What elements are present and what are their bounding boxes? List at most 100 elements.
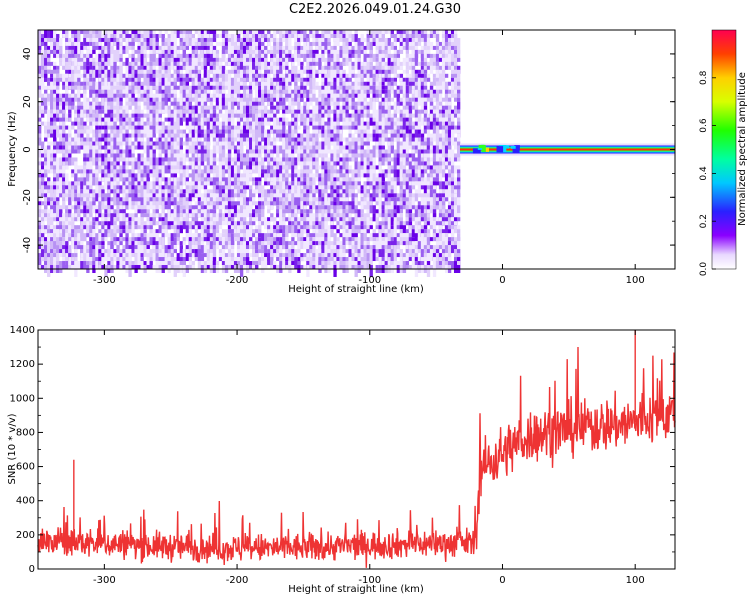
spectrogram-cell xyxy=(273,117,277,126)
spectrogram-cell xyxy=(152,65,156,70)
spectrogram-cell xyxy=(65,125,69,130)
spectrogram-cell xyxy=(206,89,211,94)
spectrogram-cell xyxy=(327,97,331,102)
spectrogram-cell xyxy=(50,109,54,114)
spectrogram-cell xyxy=(249,81,253,90)
spectrogram-cell xyxy=(197,117,202,126)
spectrogram-cell xyxy=(41,109,45,114)
spectrogram-cell xyxy=(245,109,250,114)
spectrogram-cell xyxy=(270,181,274,186)
spectrogram-cell xyxy=(143,193,147,198)
spectrogram-cell xyxy=(285,157,289,162)
spectrogram-cell xyxy=(125,69,129,74)
spectrogram-cell xyxy=(309,69,313,78)
spectrogram-cell xyxy=(50,153,54,162)
spectrogram-cell xyxy=(119,201,123,210)
spectrogram-cell xyxy=(285,201,289,210)
spectrogram-cell xyxy=(258,161,262,166)
spectrogram-cell xyxy=(47,121,51,134)
spectrogram-cell xyxy=(258,37,262,42)
spectrogram-cell xyxy=(218,121,223,126)
spectrogram-cell xyxy=(252,181,256,186)
spectrogram-cell xyxy=(125,73,129,78)
spectrogram-cell xyxy=(339,85,343,90)
spectrogram-cell xyxy=(176,45,180,54)
spectrogram-cell xyxy=(65,157,69,162)
spectrogram-cell xyxy=(270,169,274,174)
spectrogram-cell xyxy=(65,141,69,146)
spectrogram-cell xyxy=(71,217,75,222)
spectrogram-cell xyxy=(294,173,298,178)
spectrogram-cell xyxy=(38,45,42,54)
spectrogram-cell xyxy=(303,137,307,142)
spectrogram-cell xyxy=(206,261,211,266)
spectrogram-cell xyxy=(116,257,120,262)
spectrogram-cell xyxy=(327,69,331,82)
spectrogram-cell xyxy=(131,177,135,186)
spectrogram-cell xyxy=(194,30,199,34)
spectrogram-cell xyxy=(291,173,295,182)
spectrogram-cell xyxy=(74,33,78,38)
spectrogram-cell xyxy=(200,105,205,114)
spectrogram-cell xyxy=(161,41,165,46)
spectrogram-cell xyxy=(312,229,316,234)
spectrogram-cell xyxy=(92,101,96,110)
spectrogram-cell xyxy=(188,241,193,250)
spectrogram-cell xyxy=(164,229,168,234)
spectrogram-cell xyxy=(167,85,171,94)
spectrogram-cell xyxy=(185,253,190,262)
spectrogram-cell xyxy=(89,145,93,150)
spectrogram-cell xyxy=(218,257,223,262)
spectrogram-cell xyxy=(239,237,244,246)
spectrogram-cell xyxy=(158,45,162,54)
spectrogram-cell xyxy=(110,109,114,114)
spectrogram-cell xyxy=(80,181,84,190)
spectrogram-cell xyxy=(47,69,51,74)
spectrogram-cell xyxy=(53,225,57,230)
spectrogram-cell xyxy=(116,109,120,118)
spectrogram-cell xyxy=(86,117,90,122)
spectrogram-cell xyxy=(38,145,42,150)
spectrogram-cell xyxy=(59,165,63,174)
spectrogram-cell xyxy=(255,177,259,182)
spectrogram-cell xyxy=(300,185,304,190)
spectrogram-cell xyxy=(291,93,295,98)
spectrogram-cell xyxy=(68,229,72,234)
spectrogram-cell xyxy=(236,225,241,234)
spectrogram-cell xyxy=(327,141,331,146)
spectrogram-cell xyxy=(203,181,208,186)
spectrogram-cell xyxy=(233,129,238,138)
spectrogram-cell xyxy=(315,237,319,246)
spectrogram-cell xyxy=(38,69,42,74)
spectrogram-cell xyxy=(38,61,42,66)
spectrogram-cell xyxy=(339,165,343,170)
spectrogram-cell xyxy=(146,209,150,214)
spectrogram-cell xyxy=(206,33,211,38)
spectrogram-cell xyxy=(239,57,244,66)
spectrogram-cell xyxy=(137,85,141,94)
spectrogram-cell xyxy=(297,237,301,246)
spectrogram-cell xyxy=(146,265,150,269)
spectrogram-cell xyxy=(107,117,111,122)
spectrogram-cell xyxy=(312,113,316,118)
spectrogram-cell xyxy=(306,241,310,246)
spectrogram-cell xyxy=(149,73,153,86)
spectrogram-cell xyxy=(245,205,250,210)
spectrogram-cell xyxy=(324,137,328,142)
spectrogram-cell xyxy=(101,257,105,262)
spectrogram-cell xyxy=(206,213,211,218)
spectrogram-cell xyxy=(89,241,93,254)
spectrogram-cell xyxy=(137,265,141,269)
spectrogram-cell xyxy=(95,109,99,114)
spectrogram-cell xyxy=(188,221,193,230)
spectrogram-cell xyxy=(143,85,147,90)
spectrogram-cell xyxy=(104,213,108,218)
spectrogram-cell xyxy=(41,189,45,198)
spectrogram-cell xyxy=(300,97,304,102)
spectrogram-cell xyxy=(98,181,102,186)
spectrogram-cell xyxy=(245,177,250,186)
spectrogram-cell xyxy=(255,153,259,158)
spectrogram-cell xyxy=(249,161,253,166)
spectrogram-cell xyxy=(152,105,156,110)
spectrogram-cell xyxy=(89,41,93,46)
